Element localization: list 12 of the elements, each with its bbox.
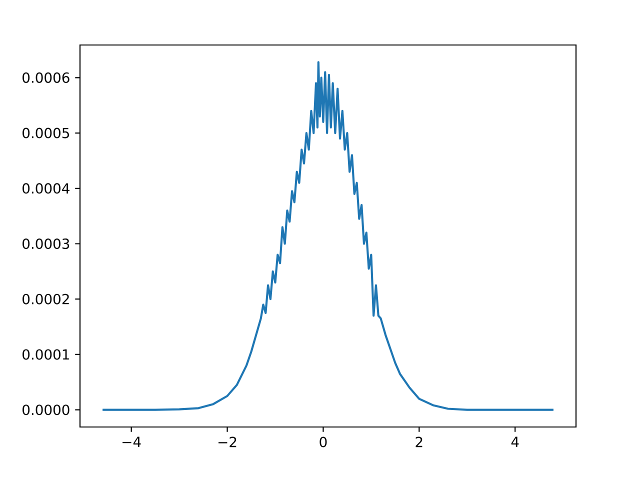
y-tick-label: 0.0000 (22, 404, 70, 416)
x-tick-label: −4 (122, 436, 141, 447)
y-tick-label: 0.0006 (22, 72, 70, 83)
y-tick-label: 0.0005 (22, 128, 70, 138)
y-tick-label: 0.0004 (22, 183, 70, 194)
x-tick-label: 4 (511, 436, 519, 447)
x-tick-label: −2 (218, 436, 236, 448)
x-tick-label: 2 (416, 436, 422, 448)
x-tick-label: 0 (320, 436, 327, 448)
y-tick-label: 0.0003 (22, 238, 70, 249)
y-tick-label: 0.0002 (22, 294, 69, 304)
y-tick-label: 0.0001 (22, 349, 69, 360)
